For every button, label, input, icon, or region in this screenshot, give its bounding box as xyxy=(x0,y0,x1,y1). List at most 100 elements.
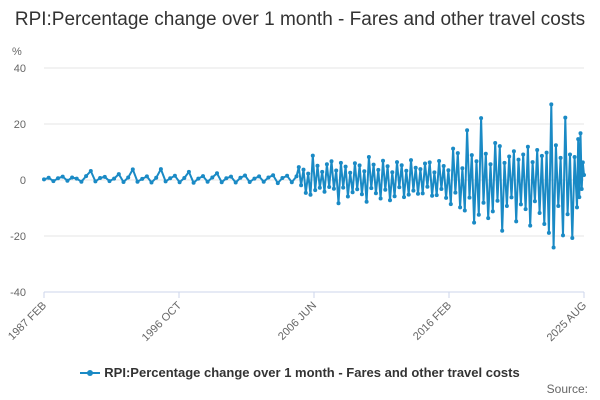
data-point[interactable] xyxy=(465,128,470,133)
data-point[interactable] xyxy=(46,175,51,180)
data-point[interactable] xyxy=(301,167,306,172)
data-point[interactable] xyxy=(469,153,474,158)
data-point[interactable] xyxy=(395,160,399,165)
data-point[interactable] xyxy=(271,173,276,178)
data-point[interactable] xyxy=(409,158,413,163)
data-point[interactable] xyxy=(219,180,224,185)
data-point[interactable] xyxy=(296,165,301,170)
data-point[interactable] xyxy=(369,186,374,191)
data-point[interactable] xyxy=(289,180,294,185)
data-point[interactable] xyxy=(385,164,390,169)
data-point[interactable] xyxy=(359,192,364,197)
data-point[interactable] xyxy=(343,164,348,169)
data-point[interactable] xyxy=(331,186,336,191)
data-point[interactable] xyxy=(243,173,247,178)
data-point[interactable] xyxy=(334,168,339,173)
data-point[interactable] xyxy=(329,159,334,164)
data-point[interactable] xyxy=(205,179,210,184)
data-point[interactable] xyxy=(495,198,500,203)
data-point[interactable] xyxy=(539,153,544,158)
data-point[interactable] xyxy=(568,152,572,157)
data-point[interactable] xyxy=(364,199,369,204)
data-point[interactable] xyxy=(453,190,458,195)
data-point[interactable] xyxy=(140,176,145,181)
data-point[interactable] xyxy=(98,176,103,180)
data-point[interactable] xyxy=(511,149,516,154)
data-point[interactable] xyxy=(390,170,395,175)
data-point[interactable] xyxy=(247,180,252,184)
data-point[interactable] xyxy=(544,150,549,155)
data-point[interactable] xyxy=(430,193,435,198)
data-point[interactable] xyxy=(317,185,322,190)
data-point[interactable] xyxy=(51,179,56,184)
data-point[interactable] xyxy=(229,174,233,179)
data-point[interactable] xyxy=(537,211,542,215)
data-point[interactable] xyxy=(341,185,346,190)
data-point[interactable] xyxy=(172,173,177,178)
data-point[interactable] xyxy=(275,181,280,186)
data-point[interactable] xyxy=(535,148,540,152)
data-point[interactable] xyxy=(320,169,325,174)
data-point[interactable] xyxy=(528,223,533,228)
data-point[interactable] xyxy=(413,165,418,170)
data-point[interactable] xyxy=(215,171,219,176)
data-point[interactable] xyxy=(462,208,467,213)
data-point[interactable] xyxy=(310,153,315,158)
data-point[interactable] xyxy=(107,179,112,184)
data-point[interactable] xyxy=(432,170,437,175)
data-point[interactable] xyxy=(460,166,465,171)
data-point[interactable] xyxy=(481,200,486,205)
data-point[interactable] xyxy=(570,236,575,240)
legend[interactable]: RPI:Percentage change over 1 month - Far… xyxy=(0,365,600,380)
data-point[interactable] xyxy=(177,180,182,185)
data-point[interactable] xyxy=(158,167,163,172)
data-point[interactable] xyxy=(556,204,561,208)
data-point[interactable] xyxy=(93,179,98,184)
data-point[interactable] xyxy=(186,169,191,174)
data-point[interactable] xyxy=(388,198,392,203)
data-point[interactable] xyxy=(446,168,451,173)
data-point[interactable] xyxy=(490,209,495,214)
data-point[interactable] xyxy=(521,152,526,157)
data-point[interactable] xyxy=(575,205,579,210)
data-point[interactable] xyxy=(56,176,60,181)
data-point[interactable] xyxy=(516,157,521,162)
data-point[interactable] xyxy=(294,174,299,179)
data-point[interactable] xyxy=(474,159,479,164)
data-point[interactable] xyxy=(261,179,266,184)
data-point[interactable] xyxy=(130,167,135,172)
data-point[interactable] xyxy=(500,228,505,233)
data-point[interactable] xyxy=(553,143,558,148)
data-point[interactable] xyxy=(42,177,46,182)
data-point[interactable] xyxy=(238,175,243,180)
data-point[interactable] xyxy=(266,175,271,180)
data-point[interactable] xyxy=(306,171,311,176)
data-point[interactable] xyxy=(486,216,491,221)
data-point[interactable] xyxy=(313,188,318,193)
data-point[interactable] xyxy=(168,176,173,181)
data-point[interactable] xyxy=(404,168,409,173)
data-point[interactable] xyxy=(525,144,530,149)
data-point[interactable] xyxy=(532,199,537,204)
data-point[interactable] xyxy=(507,154,512,159)
data-point[interactable] xyxy=(201,174,205,179)
data-point[interactable] xyxy=(576,137,581,142)
data-point[interactable] xyxy=(74,176,79,181)
data-point[interactable] xyxy=(357,163,362,168)
data-point[interactable] xyxy=(327,185,332,189)
data-point[interactable] xyxy=(577,195,582,200)
data-point[interactable] xyxy=(563,115,568,120)
data-point[interactable] xyxy=(402,195,406,200)
data-point[interactable] xyxy=(345,194,350,199)
data-point[interactable] xyxy=(116,172,121,177)
data-point[interactable] xyxy=(458,205,463,210)
data-point[interactable] xyxy=(88,169,93,173)
data-point[interactable] xyxy=(523,207,528,212)
data-point[interactable] xyxy=(392,194,397,199)
data-point[interactable] xyxy=(84,174,89,179)
data-point[interactable] xyxy=(299,183,304,188)
data-point[interactable] xyxy=(70,175,75,180)
data-point[interactable] xyxy=(434,193,439,198)
data-point[interactable] xyxy=(376,167,381,172)
data-point[interactable] xyxy=(399,163,404,168)
